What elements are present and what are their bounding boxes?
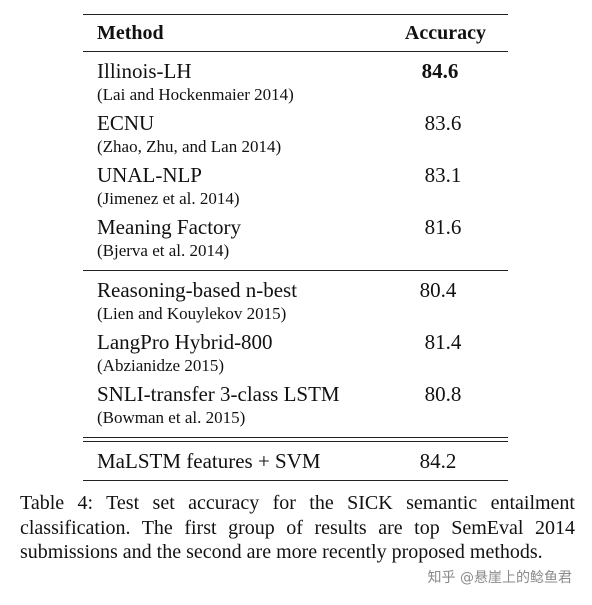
table-row: Reasoning-based n-best (Lien and Kouylek…	[83, 277, 508, 329]
accuracy-value: 83.6	[424, 111, 462, 135]
method-citation: (Lien and Kouylekov 2015)	[97, 304, 287, 323]
group-divider-rule	[83, 270, 508, 271]
watermark: 知乎 @悬崖上的鲶鱼君	[427, 570, 572, 586]
table-row: UNAL-NLP (Jimenez et al. 2014) 83.1	[83, 162, 508, 214]
accuracy-value: 80.4	[419, 278, 457, 302]
table-top-rule	[83, 14, 508, 15]
method-name: Reasoning-based n-best	[97, 278, 298, 302]
method-name: Illinois-LH	[97, 59, 192, 83]
method-citation: (Jimenez et al. 2014)	[97, 189, 240, 208]
method-citation: (Bowman et al. 2015)	[97, 408, 246, 427]
header-accuracy: Accuracy	[404, 21, 486, 44]
results-table: Method Accuracy Illinois-LH (Lai and Hoc…	[83, 14, 508, 481]
header-method: Method	[97, 21, 164, 44]
final-double-rule	[83, 437, 508, 442]
header-rule	[83, 51, 508, 52]
table-bottom-rule	[83, 480, 508, 481]
table-row: ECNU (Zhao, Zhu, and Lan 2014) 83.6	[83, 110, 508, 162]
table-caption: Table 4: Test set accuracy for the SICK …	[20, 492, 575, 563]
method-name: LangPro Hybrid-800	[97, 330, 273, 354]
table-row: SNLI-transfer 3-class LSTM (Bowman et al…	[83, 381, 508, 433]
group-recent-methods: Reasoning-based n-best (Lien and Kouylek…	[83, 271, 508, 437]
method-citation: (Abzianidze 2015)	[97, 356, 224, 375]
accuracy-value: 81.6	[424, 215, 462, 239]
method-citation: (Zhao, Zhu, and Lan 2014)	[97, 137, 282, 156]
table-row: Illinois-LH (Lai and Hockenmaier 2014) 8…	[83, 58, 508, 110]
method-name: ECNU	[97, 111, 155, 135]
accuracy-value: 80.8	[424, 382, 462, 406]
table-header: Method Accuracy	[83, 15, 508, 51]
accuracy-value: 81.4	[424, 330, 462, 354]
accuracy-value: 83.1	[424, 163, 462, 187]
table-row-final: MaLSTM features + SVM 84.2	[83, 442, 508, 480]
table-row: Meaning Factory (Bjerva et al. 2014) 81.…	[83, 214, 508, 266]
accuracy-value: 84.2	[419, 449, 457, 473]
method-citation: (Bjerva et al. 2014)	[97, 241, 230, 260]
method-name: Meaning Factory	[97, 215, 242, 239]
method-citation: (Lai and Hockenmaier 2014)	[97, 85, 294, 104]
method-name: UNAL-NLP	[97, 163, 202, 187]
method-name: SNLI-transfer 3-class LSTM	[97, 382, 340, 406]
table-row: LangPro Hybrid-800 (Abzianidze 2015) 81.…	[83, 329, 508, 381]
accuracy-value: 84.6	[421, 59, 459, 83]
method-name: MaLSTM features + SVM	[97, 449, 321, 473]
group-semeval-2014: Illinois-LH (Lai and Hockenmaier 2014) 8…	[83, 52, 508, 270]
